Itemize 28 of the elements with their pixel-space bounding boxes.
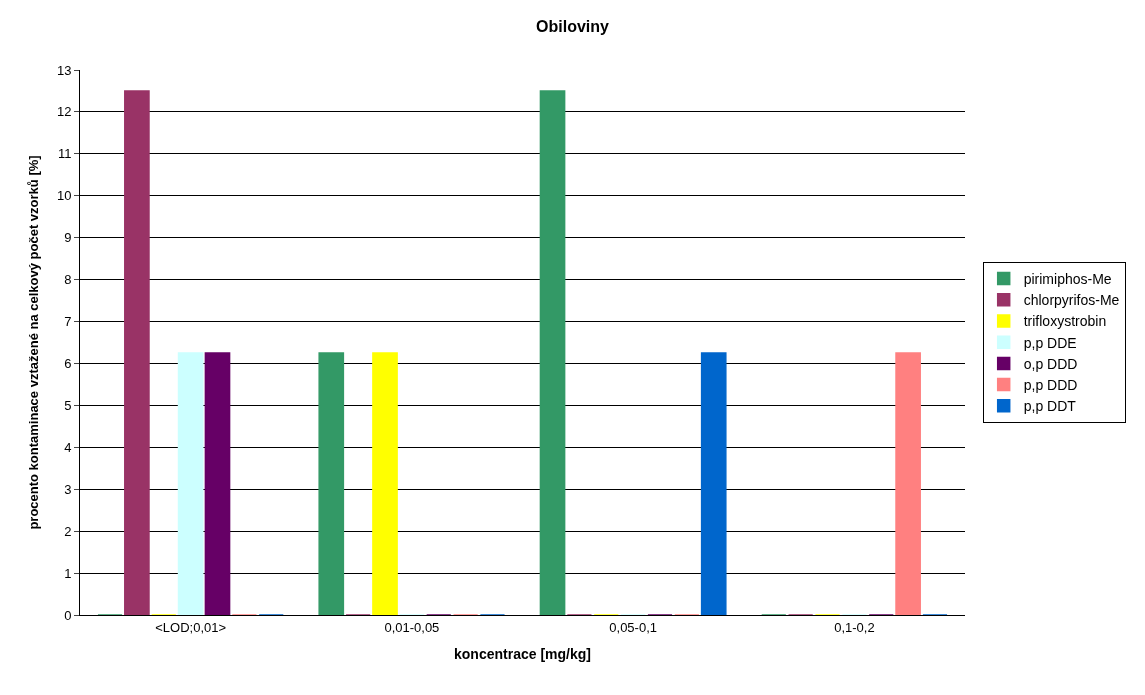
y-tick-label: 6 bbox=[64, 356, 72, 372]
y-tick-label: 12 bbox=[56, 104, 72, 120]
x-tick-label: 0,1-0,2 bbox=[834, 619, 875, 635]
y-axis-title: procento kontaminace vztažené na celkový počet vzorků [%] bbox=[25, 155, 41, 530]
y-tick-label: 4 bbox=[64, 439, 72, 455]
y-tick-label: 8 bbox=[64, 272, 72, 288]
y-tick-label: 13 bbox=[56, 62, 72, 78]
y-tick-label: 10 bbox=[56, 188, 72, 204]
y-tick-label: 3 bbox=[64, 481, 72, 497]
y-tick-label: 11 bbox=[57, 146, 72, 162]
legend-label: pirimiphos-Me bbox=[1023, 271, 1112, 288]
y-tick-label: 2 bbox=[64, 523, 72, 539]
legend-label: p,p DDT bbox=[1023, 398, 1077, 415]
legend-label: trifloxystrobin bbox=[1023, 313, 1107, 330]
y-tick-label: 1 bbox=[64, 565, 72, 581]
y-tick-label: 0 bbox=[64, 607, 72, 623]
y-tick-label: 9 bbox=[64, 230, 72, 246]
y-tick-label: 5 bbox=[64, 397, 72, 413]
legend-label: p,p DDE bbox=[1023, 334, 1077, 351]
x-tick-label: 0,01-0,05 bbox=[384, 619, 440, 635]
chart-title: Obiloviny bbox=[536, 18, 610, 36]
x-tick-label: 0,05-0,1 bbox=[609, 619, 657, 635]
x-tick-label: <LOD;0,01> bbox=[155, 619, 227, 635]
y-tick-label: 7 bbox=[64, 314, 72, 330]
legend-label: o,p DDD bbox=[1023, 355, 1078, 372]
x-axis-title: koncentrace [mg/kg] bbox=[454, 645, 591, 662]
legend-label: chlorpyrifos-Me bbox=[1023, 292, 1120, 309]
legend-label: p,p DDD bbox=[1023, 377, 1078, 394]
